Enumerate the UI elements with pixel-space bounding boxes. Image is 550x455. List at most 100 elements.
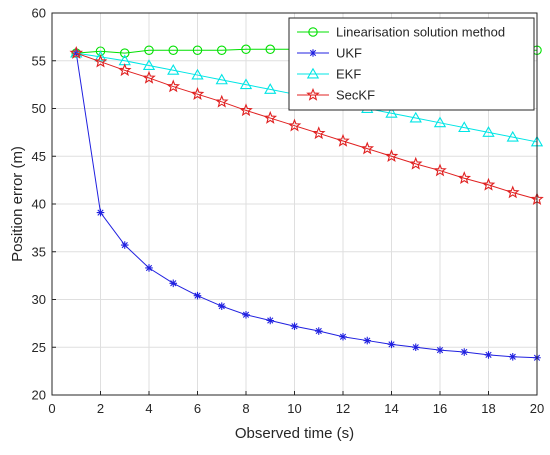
y-tick-label: 50 (32, 101, 46, 116)
legend-item: Linearisation solution method (297, 25, 505, 40)
x-tick-label: 0 (48, 401, 55, 416)
y-axis-label: Position error (m) (9, 146, 26, 262)
x-tick-label: 20 (530, 401, 544, 416)
data-point (336, 133, 350, 147)
y-tick-label: 30 (32, 292, 46, 307)
y-tick-label: 20 (32, 388, 46, 403)
y-tick-label: 55 (32, 53, 46, 68)
data-point (265, 44, 275, 55)
data-point (70, 46, 83, 58)
data-point (69, 45, 84, 59)
data-point (120, 48, 130, 58)
data-point (214, 94, 229, 108)
data-point (458, 121, 471, 133)
data-point (436, 346, 444, 354)
data-point (239, 103, 253, 117)
legend-label: UKF (336, 46, 362, 61)
x-tick-label: 16 (433, 401, 447, 416)
data-point (360, 141, 375, 155)
data-point (433, 163, 447, 177)
data-point (311, 126, 326, 140)
data-point (408, 156, 423, 170)
data-point (93, 54, 108, 68)
legend-marker (306, 87, 320, 101)
x-tick-label: 8 (242, 401, 249, 416)
data-point (191, 68, 204, 80)
x-tick-label: 12 (336, 401, 350, 416)
data-point (482, 126, 495, 137)
data-point (384, 149, 399, 163)
data-point (166, 79, 181, 93)
data-point (433, 116, 447, 128)
x-tick-label: 18 (481, 401, 495, 416)
data-point (508, 353, 517, 361)
data-point (169, 279, 178, 288)
legend-item: EKF (297, 67, 361, 82)
y-tick-label: 35 (32, 244, 46, 259)
data-point (363, 336, 372, 345)
y-tick-label: 45 (32, 149, 46, 164)
data-point (506, 130, 519, 142)
data-point (411, 343, 420, 352)
data-point (505, 185, 520, 199)
data-point (239, 78, 253, 90)
data-point (409, 111, 422, 123)
data-point (144, 45, 154, 55)
y-tick-label: 60 (32, 6, 46, 21)
legend-marker (306, 67, 320, 79)
legend-item: UKF (297, 46, 362, 61)
legend-marker (309, 49, 317, 57)
data-point (168, 45, 179, 55)
data-point (190, 87, 205, 100)
legend-label: SecKF (336, 88, 375, 103)
data-point (215, 73, 228, 85)
data-point (387, 340, 396, 349)
data-point (120, 241, 129, 249)
series-1 (72, 49, 541, 362)
y-tick-label: 40 (32, 197, 46, 212)
data-point (94, 50, 107, 62)
y-tick-label: 25 (32, 340, 46, 355)
data-point (460, 348, 469, 356)
data-point (142, 70, 156, 84)
x-tick-label: 6 (194, 401, 201, 416)
data-point (242, 310, 250, 319)
series-3 (69, 45, 544, 205)
data-point (241, 44, 251, 55)
data-point (142, 59, 156, 70)
data-point (287, 118, 302, 132)
data-point (167, 63, 180, 75)
legend-label: EKF (336, 67, 361, 82)
x-tick-label: 14 (384, 401, 398, 416)
x-axis-label: Observed time (s) (235, 425, 354, 442)
data-point (192, 45, 203, 55)
legend-box (288, 17, 535, 111)
data-point (217, 302, 226, 310)
data-point (314, 327, 323, 335)
data-point (385, 106, 398, 118)
data-point (264, 83, 277, 94)
x-tick-label: 2 (97, 401, 104, 416)
data-point (290, 322, 299, 331)
axis-ticks: 0 2 4 6 8 10 12 14 16 18 20 20 25 30 35 40 45 50 55 60 (32, 6, 545, 417)
data-point (96, 208, 105, 217)
data-point (484, 351, 493, 359)
data-point (193, 291, 202, 300)
data-point (263, 110, 278, 124)
x-tick-label: 10 (287, 401, 301, 416)
data-point (266, 316, 275, 325)
legend-label: Linearisation solution method (336, 25, 505, 40)
legend-marker (308, 27, 318, 37)
x-tick-label: 4 (145, 401, 152, 416)
data-point (457, 171, 472, 184)
legend: Linearisation solution method UKF EKF SecKF (288, 17, 535, 111)
series-line (75, 53, 538, 359)
data-point (481, 177, 496, 191)
data-point (339, 332, 347, 341)
legend-item: SecKF (297, 88, 375, 103)
data-point (145, 264, 153, 272)
data-point (117, 63, 132, 77)
data-point (217, 45, 227, 55)
